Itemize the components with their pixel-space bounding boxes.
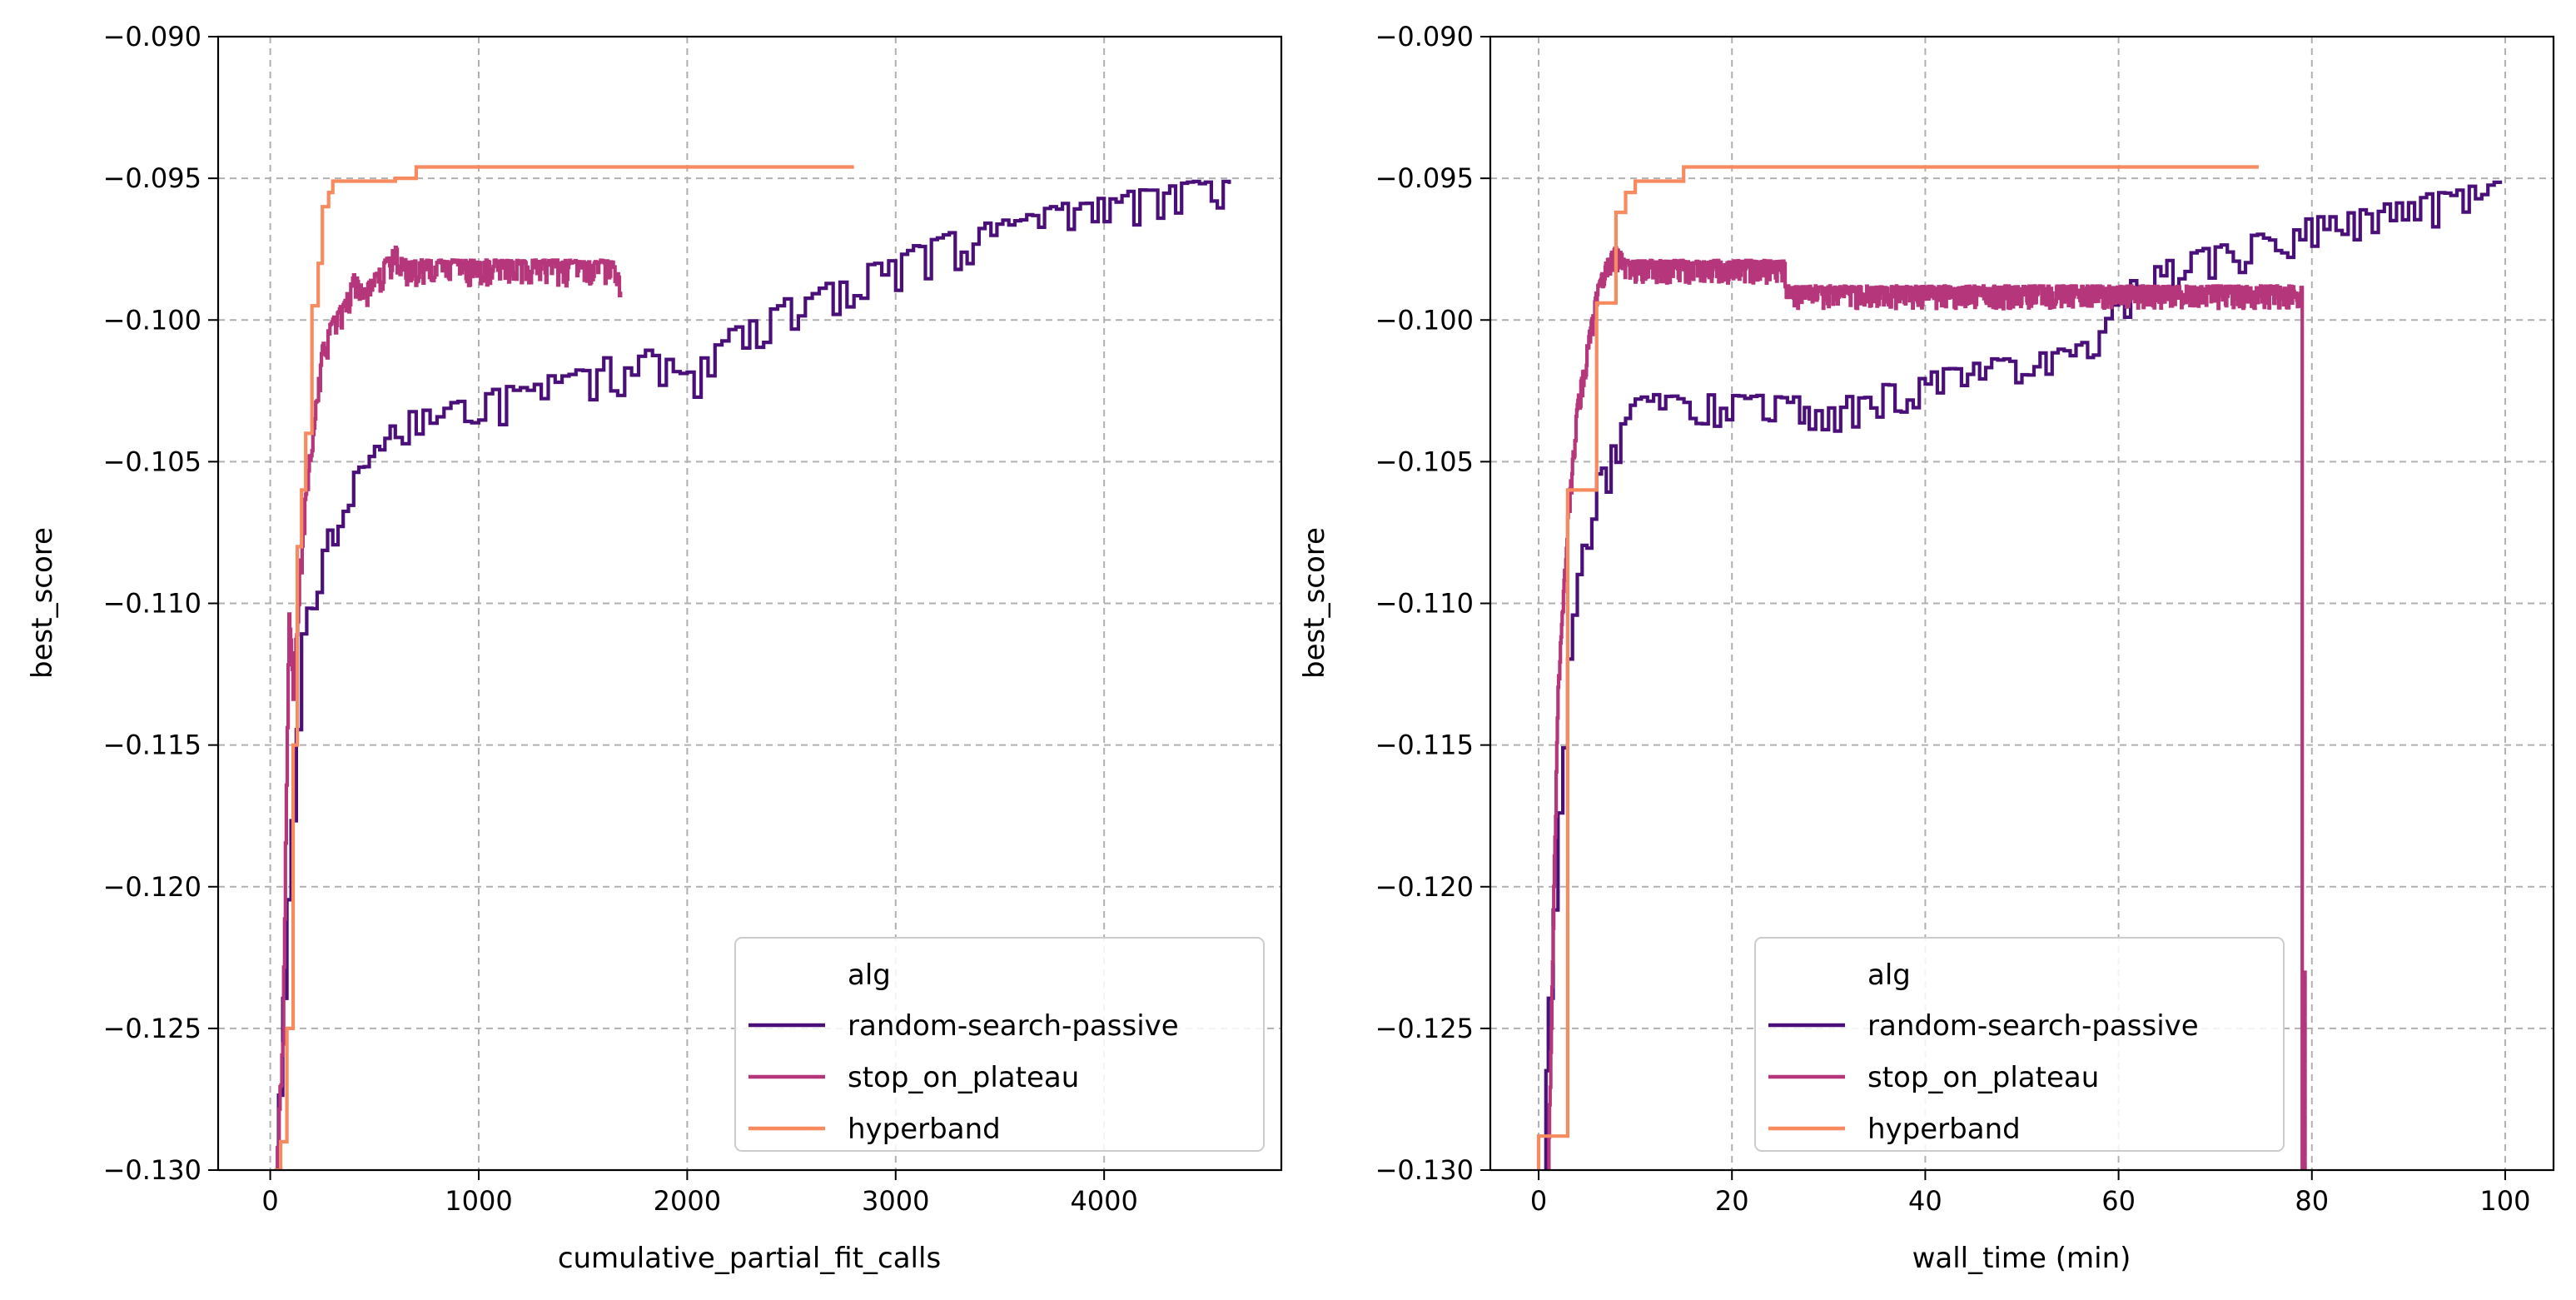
left-plot-panel: 0 1000 2000 3000 4000 −0.090 −0.095 −0.100 −0.10… bbox=[26, 21, 1283, 1275]
series-line-hyperband bbox=[1536, 165, 2259, 1170]
series-group bbox=[274, 165, 1231, 1170]
ticks: 0 20 40 60 80 100 −0.090 −0.095 −0.100 −0.105 −0.1… bbox=[1375, 21, 2531, 1217]
series-line-stop_on_plateau bbox=[1547, 246, 2307, 1170]
legend-entry: hyperband bbox=[848, 1113, 1001, 1146]
y-tick-label: −0.115 bbox=[103, 730, 201, 761]
legend-entry: random-search-passive bbox=[848, 1009, 1179, 1043]
y-tick-label: −0.105 bbox=[103, 446, 201, 477]
x-tick-label: 0 bbox=[1530, 1185, 1547, 1217]
x-tick-label: 0 bbox=[261, 1185, 278, 1217]
y-tick-label: −0.090 bbox=[103, 21, 201, 52]
y-tick-label: −0.090 bbox=[1375, 21, 1474, 52]
x-tick-label: 100 bbox=[2479, 1185, 2530, 1217]
y-tick-label: −0.100 bbox=[103, 304, 201, 336]
legend-entry: hyperband bbox=[1867, 1113, 2021, 1146]
legend-entry: random-search-passive bbox=[1867, 1009, 2199, 1043]
x-tick-label: 80 bbox=[2295, 1185, 2329, 1217]
x-tick-label: 2000 bbox=[654, 1185, 721, 1217]
series-line-random-search-passive bbox=[1544, 180, 2503, 1170]
series-line-random-search-passive bbox=[276, 179, 1231, 1170]
y-tick-label: −0.095 bbox=[103, 162, 201, 194]
right-plot-panel: 0 20 40 60 80 100 −0.090 −0.095 −0.100 −0.105 −0.1… bbox=[1298, 21, 2555, 1275]
legend-entry: stop_on_plateau bbox=[1867, 1061, 2099, 1094]
y-tick-label: −0.130 bbox=[103, 1154, 201, 1186]
y-tick-label: −0.130 bbox=[1375, 1154, 1474, 1186]
y-tick-label: −0.100 bbox=[1375, 304, 1474, 336]
x-axis-label: cumulative_partial_fit_calls bbox=[558, 1242, 941, 1275]
legend-title: alg bbox=[1867, 959, 1911, 992]
y-axis-label: best_score bbox=[26, 527, 59, 679]
y-axis-label: best_score bbox=[1298, 527, 1331, 679]
legend-box bbox=[734, 937, 1265, 1152]
legend-title: alg bbox=[848, 959, 891, 992]
y-tick-label: −0.125 bbox=[1375, 1013, 1474, 1044]
y-tick-label: −0.095 bbox=[1375, 162, 1474, 194]
series-line-hyperband bbox=[274, 165, 854, 1170]
x-tick-label: 40 bbox=[1908, 1185, 1942, 1217]
y-tick-label: −0.110 bbox=[103, 588, 201, 620]
series-group bbox=[1536, 165, 2503, 1170]
y-tick-label: −0.120 bbox=[103, 871, 201, 903]
x-tick-label: 1000 bbox=[445, 1185, 512, 1217]
legend-entry: stop_on_plateau bbox=[848, 1061, 1079, 1094]
y-tick-label: −0.125 bbox=[103, 1013, 201, 1044]
x-axis-label: wall_time (min) bbox=[1912, 1242, 2131, 1275]
ticks: 0 1000 2000 3000 4000 −0.090 −0.095 −0.100 −0.10… bbox=[103, 21, 1138, 1217]
x-tick-label: 3000 bbox=[862, 1185, 929, 1217]
legend-box bbox=[1754, 937, 2285, 1152]
legend: alg random-search-passive stop_on_plateauh… bbox=[734, 937, 1265, 1152]
series-line-stop_on_plateau bbox=[276, 245, 623, 1170]
x-tick-label: 20 bbox=[1715, 1185, 1749, 1217]
y-tick-label: −0.110 bbox=[1375, 588, 1474, 620]
y-tick-label: −0.115 bbox=[1375, 730, 1474, 761]
x-tick-label: 4000 bbox=[1070, 1185, 1137, 1217]
y-tick-label: −0.105 bbox=[1375, 446, 1474, 477]
x-tick-label: 60 bbox=[2101, 1185, 2136, 1217]
y-tick-label: −0.120 bbox=[1375, 871, 1474, 903]
legend: alg random-search-passive stop_on_plateauh… bbox=[1754, 937, 2285, 1152]
